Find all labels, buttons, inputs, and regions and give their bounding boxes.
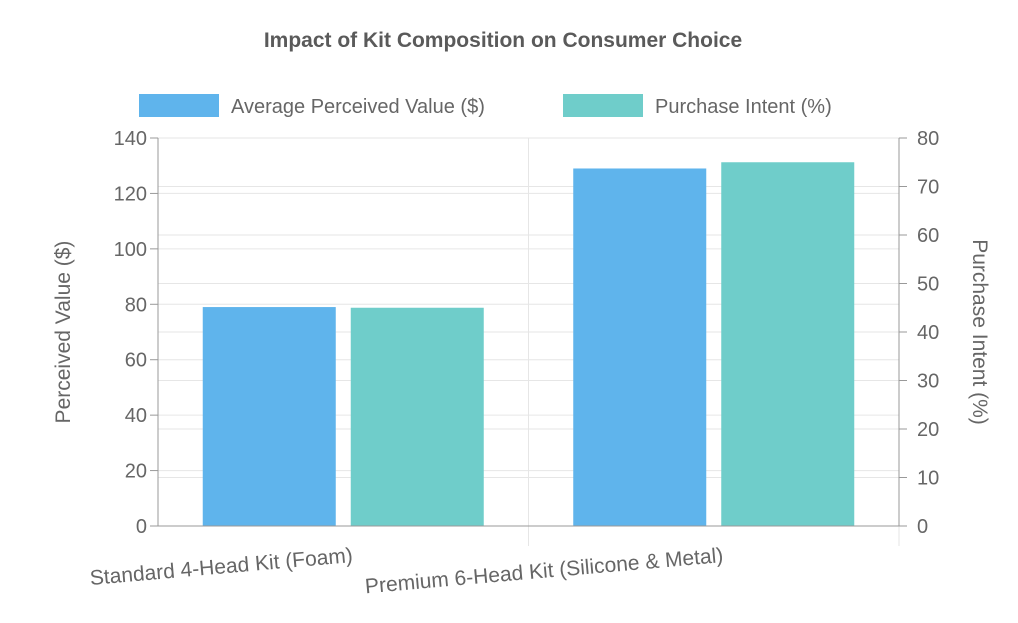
legend-label-perceived-value[interactable]: Average Perceived Value ($) [231, 96, 485, 118]
tick-label-left-40: 40 [125, 405, 147, 427]
legend-swatch-perceived-value[interactable] [139, 94, 219, 117]
bar-perceived-value-premium-kit[interactable] [573, 168, 707, 526]
category-labels: Standard 4-Head Kit (Foam) Premium 6-Head… [89, 544, 724, 598]
tick-label-right-70: 70 [917, 177, 939, 199]
bars [202, 162, 855, 526]
y-axis-title-left: Perceived Value ($) [52, 241, 75, 424]
tick-label-left-20: 20 [125, 461, 147, 483]
tick-label-left-80: 80 [125, 294, 147, 316]
legend-swatch-purchase-intent[interactable] [563, 94, 643, 117]
tick-label-right-0: 0 [917, 516, 928, 538]
tick-label-right-20: 20 [917, 419, 939, 441]
tick-label-right-60: 60 [917, 225, 939, 247]
chart-title: Impact of Kit Composition on Consumer Ch… [264, 29, 742, 52]
category-label-standard-kit: Standard 4-Head Kit (Foam) [89, 544, 354, 590]
bar-purchase-intent-standard-kit[interactable] [350, 307, 484, 526]
tick-label-left-140: 140 [114, 128, 147, 150]
tick-label-left-60: 60 [125, 350, 147, 372]
tick-label-right-30: 30 [917, 371, 939, 393]
y-axis-title-right: Purchase Intent (%) [968, 239, 991, 425]
tick-label-right-80: 80 [917, 128, 939, 150]
tick-label-right-50: 50 [917, 274, 939, 296]
bar-purchase-intent-premium-kit[interactable] [721, 162, 855, 526]
tick-label-left-0: 0 [136, 516, 147, 538]
legend-label-purchase-intent[interactable]: Purchase Intent (%) [655, 96, 832, 118]
category-label-premium-kit: Premium 6-Head Kit (Silicone & Metal) [364, 544, 724, 598]
tick-label-right-40: 40 [917, 322, 939, 344]
right-axis-ticks: 0 10 20 30 40 50 60 70 80 [899, 128, 939, 538]
left-axis-ticks: 0 20 40 60 80 100 120 140 [114, 128, 158, 538]
tick-label-left-100: 100 [114, 239, 147, 261]
legend: Average Perceived Value ($) Purchase Int… [139, 94, 832, 118]
tick-label-right-10: 10 [917, 468, 939, 490]
bar-perceived-value-standard-kit[interactable] [202, 307, 336, 526]
tick-label-left-120: 120 [114, 183, 147, 205]
